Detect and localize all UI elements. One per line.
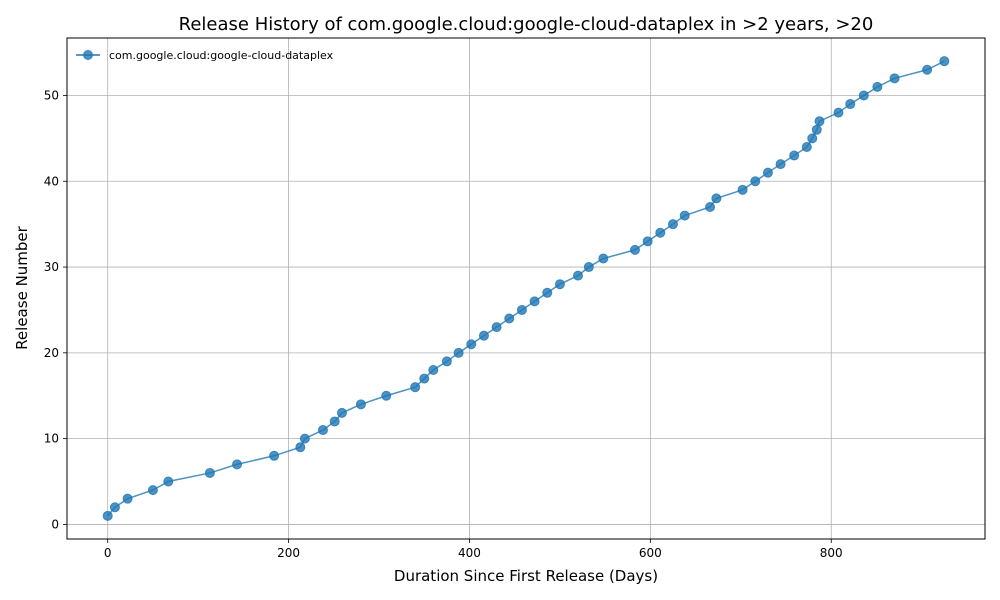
- data-point: [269, 450, 280, 461]
- data-point: [922, 64, 933, 75]
- plot-frame: [66, 37, 986, 540]
- data-point: [598, 253, 609, 264]
- data-point: [554, 279, 565, 290]
- data-point: [762, 167, 773, 178]
- data-point: [801, 141, 812, 152]
- data-point: [775, 159, 786, 170]
- data-point: [419, 373, 430, 384]
- data-point: [329, 416, 340, 427]
- x-axis: 0 200 400 600 800: [104, 539, 843, 560]
- x-tick-label: 800: [820, 546, 843, 560]
- data-point: [453, 347, 464, 358]
- y-tick-label: 0: [51, 517, 59, 531]
- data-point: [845, 99, 856, 110]
- x-tick-label: 200: [277, 546, 300, 560]
- data-point: [833, 107, 844, 118]
- y-axis: 0 10 20 30 40 50: [44, 88, 67, 531]
- legend-label: com.google.cloud:google-cloud-dataplex: [109, 49, 334, 62]
- data-point: [542, 287, 553, 298]
- data-point: [711, 193, 722, 204]
- y-tick-label: 50: [44, 88, 59, 102]
- data-point: [858, 90, 869, 101]
- x-tick-label: 0: [104, 546, 112, 560]
- data-point: [336, 407, 347, 418]
- data-point: [504, 313, 515, 324]
- data-point: [428, 364, 439, 375]
- data-point: [814, 116, 825, 127]
- y-tick-label: 40: [44, 174, 59, 188]
- grid-lines: [67, 38, 985, 539]
- y-tick-label: 20: [44, 346, 59, 360]
- data-point: [789, 150, 800, 161]
- legend: com.google.cloud:google-cloud-dataplex: [76, 49, 334, 62]
- data-point: [655, 227, 666, 238]
- data-point: [667, 219, 678, 230]
- y-tick-label: 30: [44, 260, 59, 274]
- data-point: [516, 304, 527, 315]
- data-point: [750, 176, 761, 187]
- data-point: [381, 390, 392, 401]
- y-axis-title: Release Number: [13, 225, 31, 349]
- data-point: [163, 476, 174, 487]
- series-layer: [102, 56, 950, 521]
- data-point: [491, 322, 502, 333]
- data-point: [232, 459, 243, 470]
- y-tick-label: 10: [44, 432, 59, 446]
- data-point: [204, 467, 215, 478]
- data-point: [872, 81, 883, 92]
- data-point: [109, 502, 120, 513]
- data-point: [355, 399, 366, 410]
- data-point: [642, 236, 653, 247]
- data-point: [679, 210, 690, 221]
- data-point: [317, 425, 328, 436]
- data-point: [529, 296, 540, 307]
- chart-title: Release History of com.google.cloud:goog…: [179, 14, 874, 35]
- data-point: [441, 356, 452, 367]
- data-point: [410, 382, 421, 393]
- data-point: [122, 493, 133, 504]
- data-point: [889, 73, 900, 84]
- data-point: [478, 330, 489, 341]
- data-point: [466, 339, 477, 350]
- data-point: [102, 510, 113, 521]
- data-point: [939, 56, 950, 67]
- data-point: [807, 133, 818, 144]
- data-point: [737, 184, 748, 195]
- data-point: [583, 262, 594, 273]
- data-point: [629, 244, 640, 255]
- data-point: [299, 433, 310, 444]
- data-point: [811, 124, 822, 135]
- data-point: [147, 485, 158, 496]
- data-point: [573, 270, 584, 281]
- data-point: [705, 202, 716, 213]
- x-tick-label: 600: [639, 546, 662, 560]
- data-point: [295, 442, 306, 453]
- x-axis-title: Duration Since First Release (Days): [394, 567, 658, 585]
- x-tick-label: 400: [458, 546, 481, 560]
- legend-marker: [83, 50, 93, 60]
